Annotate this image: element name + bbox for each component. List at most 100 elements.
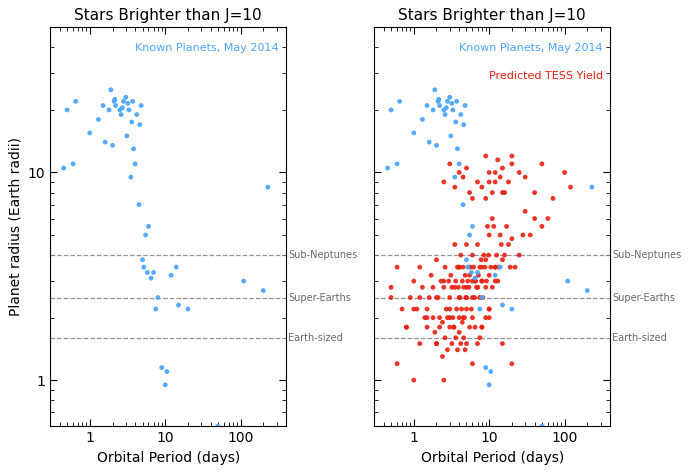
Point: [503, 178, 514, 186]
Text: Super-Earths: Super-Earths: [288, 292, 351, 303]
Point: [435, 277, 446, 285]
Point: [492, 277, 503, 285]
Point: [480, 314, 491, 322]
Point: [476, 324, 487, 331]
Text: Earth-sized: Earth-sized: [288, 333, 343, 343]
Point: [115, 106, 126, 114]
Point: [506, 160, 518, 167]
Point: [450, 277, 461, 285]
Point: [462, 263, 473, 271]
Point: [137, 256, 148, 263]
Point: [547, 194, 558, 202]
Point: [124, 106, 135, 114]
Point: [459, 314, 470, 322]
Point: [148, 269, 159, 276]
Point: [452, 145, 463, 153]
Point: [431, 340, 442, 347]
Point: [497, 189, 508, 196]
Point: [446, 283, 457, 291]
Point: [456, 305, 467, 313]
Point: [473, 272, 484, 279]
Point: [391, 263, 402, 271]
Point: [433, 96, 444, 103]
Point: [68, 160, 79, 167]
Point: [166, 272, 177, 279]
Point: [513, 251, 524, 259]
Point: [140, 231, 151, 239]
Point: [99, 138, 110, 146]
Text: Predicted TESS Yield: Predicted TESS Yield: [489, 71, 603, 81]
Point: [524, 231, 535, 239]
Point: [429, 86, 440, 94]
Text: Super-Earths: Super-Earths: [612, 292, 676, 303]
Point: [462, 277, 473, 285]
Point: [449, 184, 460, 191]
Point: [469, 294, 480, 301]
Point: [448, 324, 460, 331]
Point: [582, 287, 593, 294]
Point: [458, 334, 469, 342]
Point: [466, 269, 477, 276]
Point: [437, 353, 448, 360]
Point: [486, 283, 497, 291]
Point: [126, 173, 137, 181]
Point: [442, 97, 453, 105]
Point: [444, 294, 455, 301]
Point: [420, 314, 431, 322]
Point: [464, 324, 475, 331]
Point: [458, 283, 469, 291]
Point: [382, 164, 393, 172]
Point: [470, 324, 481, 331]
Point: [450, 118, 461, 126]
Point: [464, 231, 475, 239]
Text: Sub-Neptunes: Sub-Neptunes: [612, 250, 682, 260]
Point: [489, 223, 500, 230]
Point: [453, 294, 464, 301]
Point: [503, 241, 514, 248]
Point: [499, 251, 510, 259]
Point: [444, 324, 455, 331]
Point: [438, 178, 449, 186]
Point: [84, 129, 95, 137]
Title: Stars Brighter than J=10: Stars Brighter than J=10: [398, 9, 586, 23]
Point: [472, 269, 483, 276]
Point: [431, 340, 442, 347]
Point: [461, 164, 472, 172]
Point: [391, 360, 402, 368]
Point: [97, 102, 108, 109]
Point: [424, 294, 435, 301]
Point: [444, 160, 455, 167]
Point: [150, 305, 161, 313]
Point: [444, 305, 455, 313]
Point: [513, 169, 524, 176]
Point: [438, 277, 449, 285]
Point: [426, 272, 437, 279]
Point: [451, 305, 462, 313]
Point: [490, 277, 501, 285]
Point: [455, 340, 466, 347]
Point: [408, 305, 420, 313]
Point: [506, 360, 518, 368]
Text: Earth-sized: Earth-sized: [612, 333, 667, 343]
Point: [460, 346, 471, 354]
Point: [130, 160, 141, 167]
Point: [457, 318, 468, 326]
Point: [127, 97, 138, 105]
Point: [161, 368, 172, 376]
Point: [262, 184, 273, 191]
Point: [401, 324, 412, 331]
Point: [422, 305, 433, 313]
Point: [422, 324, 433, 331]
Point: [542, 215, 553, 222]
Point: [451, 97, 462, 105]
Point: [455, 111, 466, 118]
Point: [492, 156, 503, 164]
Point: [464, 263, 475, 271]
Point: [461, 305, 472, 313]
Point: [401, 324, 412, 331]
Point: [471, 283, 482, 291]
X-axis label: Orbital Period (days): Orbital Period (days): [97, 451, 240, 464]
Point: [440, 263, 451, 271]
Point: [472, 283, 483, 291]
Point: [428, 106, 439, 114]
